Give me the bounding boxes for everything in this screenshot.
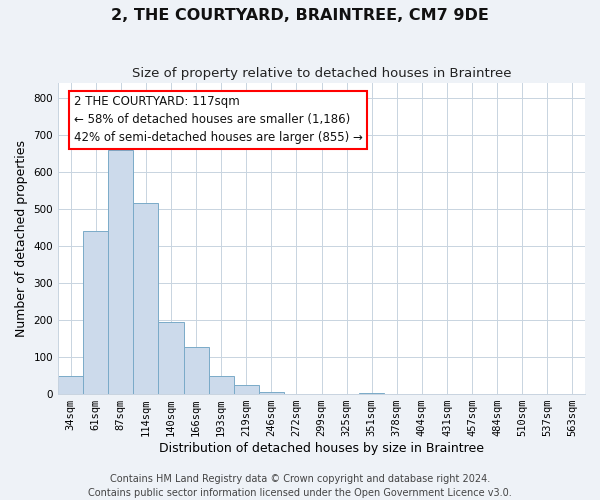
Bar bbox=[233, 385, 259, 394]
Bar bbox=[108, 150, 133, 394]
Y-axis label: Number of detached properties: Number of detached properties bbox=[15, 140, 28, 337]
Text: Contains HM Land Registry data © Crown copyright and database right 2024.
Contai: Contains HM Land Registry data © Crown c… bbox=[88, 474, 512, 498]
Bar bbox=[184, 347, 209, 394]
Bar bbox=[209, 376, 233, 394]
Bar bbox=[83, 231, 108, 394]
Title: Size of property relative to detached houses in Braintree: Size of property relative to detached ho… bbox=[132, 68, 511, 80]
X-axis label: Distribution of detached houses by size in Braintree: Distribution of detached houses by size … bbox=[159, 442, 484, 455]
Bar bbox=[158, 322, 184, 394]
Text: 2 THE COURTYARD: 117sqm
← 58% of detached houses are smaller (1,186)
42% of semi: 2 THE COURTYARD: 117sqm ← 58% of detache… bbox=[74, 96, 363, 144]
Bar bbox=[259, 392, 284, 394]
Text: 2, THE COURTYARD, BRAINTREE, CM7 9DE: 2, THE COURTYARD, BRAINTREE, CM7 9DE bbox=[111, 8, 489, 22]
Bar bbox=[133, 204, 158, 394]
Bar bbox=[58, 376, 83, 394]
